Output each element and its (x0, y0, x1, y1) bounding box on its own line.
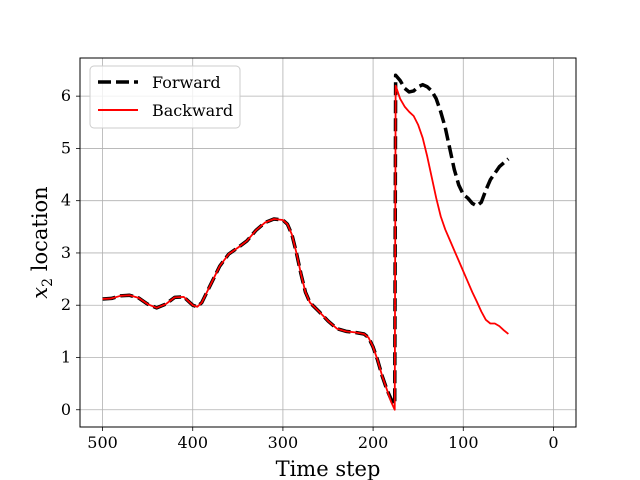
axis-ticks: 500 400 300 200 100 0 0 1 2 3 4 5 6 (61, 86, 559, 452)
y-axis-label-var: x (28, 287, 52, 299)
legend-label-backward: Backward (152, 101, 233, 120)
y-tick-label: 4 (61, 191, 71, 210)
y-tick-label: 2 (61, 295, 71, 314)
y-tick-label: 3 (61, 243, 71, 262)
grid (80, 58, 576, 427)
y-axis-label-rest: location (28, 186, 52, 278)
x-axis-label: Time step (276, 457, 381, 480)
plot-frame (79, 57, 577, 428)
y-axis-label: x2 location (28, 186, 56, 298)
series-lines (102, 73, 510, 411)
y-tick-label: 1 (61, 347, 71, 366)
y-axis-label-subscript: 2 (40, 278, 56, 287)
x-tick-label: 200 (358, 433, 389, 452)
series-line-forward (102, 73, 510, 407)
x-tick-label: 500 (87, 433, 118, 452)
x-tick-label: 300 (268, 433, 299, 452)
x-tick-label: 400 (177, 433, 208, 452)
y-tick-label: 5 (61, 138, 71, 157)
y-tick-label: 6 (61, 86, 71, 105)
legend-label-forward: Forward (152, 73, 221, 92)
y-tick-label: 0 (61, 400, 71, 419)
legend: Forward Backward (89, 65, 241, 129)
x-tick-label: 0 (548, 433, 558, 452)
series-line-backward (102, 84, 509, 411)
x-tick-label: 100 (448, 433, 479, 452)
